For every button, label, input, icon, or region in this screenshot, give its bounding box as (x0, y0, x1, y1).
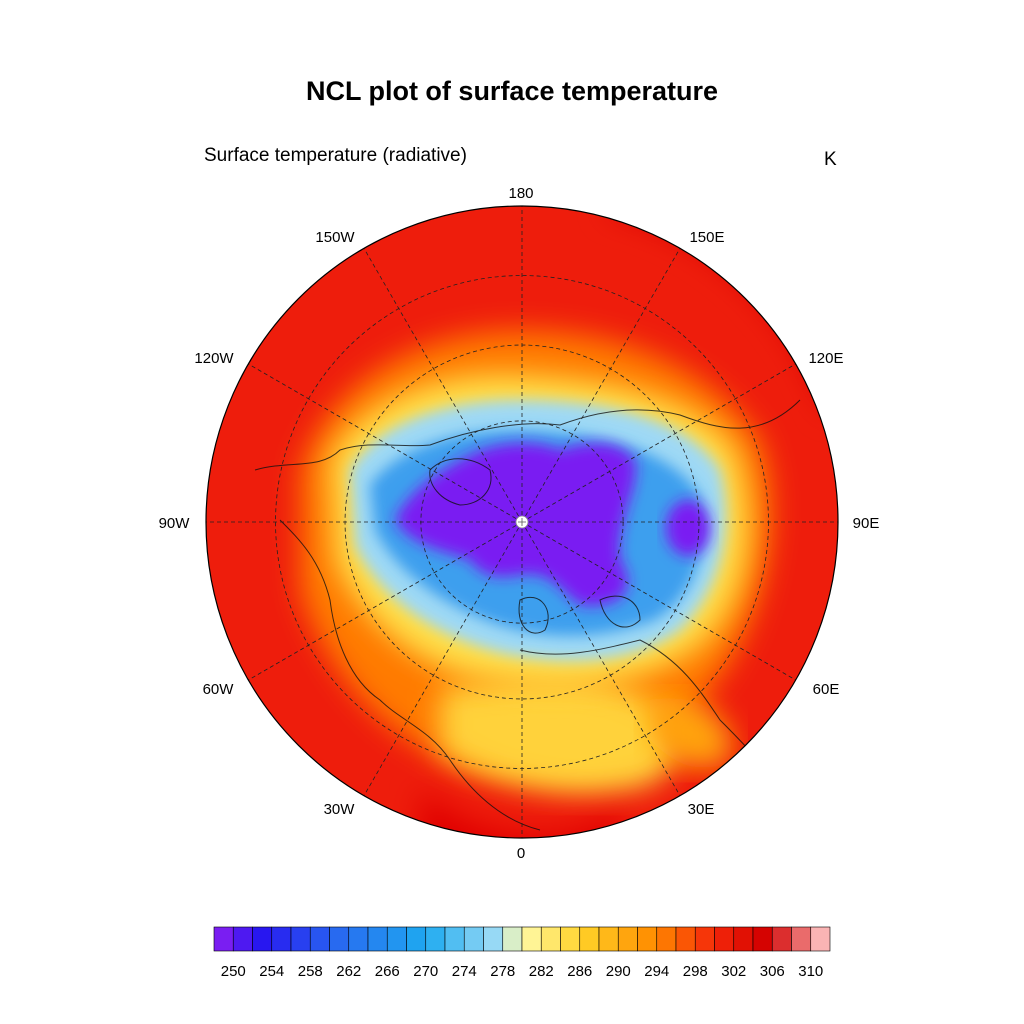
colorbar-tick-label: 250 (221, 963, 246, 980)
colorbar-tick-label: 286 (567, 963, 592, 980)
meridian-line (248, 521, 523, 681)
colorbar-bin (771, 926, 792, 952)
colorbar-bin (675, 926, 696, 952)
longitude-labels: 180 150E 120E 90E 60E 30E 0 30W 60W 90W … (159, 185, 880, 862)
chart-title: NCL plot of surface temperature (305, 76, 719, 106)
lon-label-90w: 90W (159, 515, 191, 532)
colorbar-bin (444, 926, 465, 952)
lon-label-150w: 150W (315, 229, 355, 246)
map-boundary (205, 205, 839, 839)
colorbar-bin (271, 926, 292, 952)
lon-label-150e: 150E (689, 229, 724, 246)
colorbar-bin (637, 926, 658, 952)
colorbar-bin (810, 926, 831, 952)
colorbar-bin (502, 926, 523, 952)
meridian-line (248, 363, 523, 523)
colorbar-tick-label: 270 (413, 963, 438, 980)
colorbar-bin (521, 926, 542, 952)
colorbar-bin (406, 926, 427, 952)
colorbar-tick-label: 306 (760, 963, 785, 980)
colorbar-bin (540, 926, 561, 952)
colorbar-bin (232, 926, 253, 952)
colorbar-bin (733, 926, 754, 952)
colorbar-tick-label: 274 (452, 963, 477, 980)
colorbar-tick-label: 298 (683, 963, 708, 980)
colorbar-bin (329, 926, 350, 952)
colorbar-bin (348, 926, 369, 952)
colorbar-bin (290, 926, 311, 952)
meridian-line (521, 363, 796, 523)
colorbar-bin (425, 926, 446, 952)
colorbar-bin (367, 926, 388, 952)
colorbar-tick-label: 262 (336, 963, 361, 980)
lon-label-30e: 30E (688, 801, 715, 818)
meridian-line (521, 521, 796, 681)
colorbar-tick-label: 266 (375, 963, 400, 980)
colorbar-tick-label: 278 (490, 963, 515, 980)
colorbar-tick-label: 282 (529, 963, 554, 980)
variable-name: Surface temperature (radiative) (204, 145, 467, 166)
lon-label-60e: 60E (813, 681, 840, 698)
lon-label-120w: 120W (194, 350, 234, 367)
colorbar-bin (579, 926, 600, 952)
colorbar-bin (560, 926, 581, 952)
meridian-line (363, 521, 523, 796)
colorbar-bin (714, 926, 735, 952)
lon-label-30w: 30W (324, 801, 356, 818)
colorbar-bin (617, 926, 638, 952)
colorbar-bin (752, 926, 773, 952)
colorbar-bin (598, 926, 619, 952)
lon-label-60w: 60W (203, 681, 235, 698)
lon-label-90e: 90E (853, 515, 880, 532)
lon-label-0: 0 (517, 845, 525, 862)
meridian-line (521, 521, 681, 796)
colorbar-bin (213, 926, 234, 952)
lon-label-180: 180 (508, 185, 533, 202)
colorbar-bin (252, 926, 273, 952)
lon-label-120e: 120E (808, 350, 843, 367)
units-label: K (824, 149, 837, 170)
colorbar-tick-label: 290 (606, 963, 631, 980)
colorbar-tick-label: 294 (644, 963, 669, 980)
meridian-line (363, 248, 523, 523)
colorbar-tick-label: 302 (721, 963, 746, 980)
colorbar-bin (791, 926, 812, 952)
meridian-line (521, 248, 681, 523)
colorbar-tick-label: 258 (298, 963, 323, 980)
colorbar-tick-label: 310 (798, 963, 823, 980)
colorbar-tick-label: 254 (259, 963, 284, 980)
colorbar-bin (463, 926, 484, 952)
colorbar-bin (656, 926, 677, 952)
colorbar-bin (694, 926, 715, 952)
graticule (206, 206, 838, 838)
colorbar-bin (309, 926, 330, 952)
colorbar-bin (483, 926, 504, 952)
colorbar-bin (386, 926, 407, 952)
colorbar-legend (213, 926, 831, 952)
colorbar-tick-labels: 250 254 258 262 266 270 274 278 282 286 290 294 298 3… (221, 963, 824, 980)
